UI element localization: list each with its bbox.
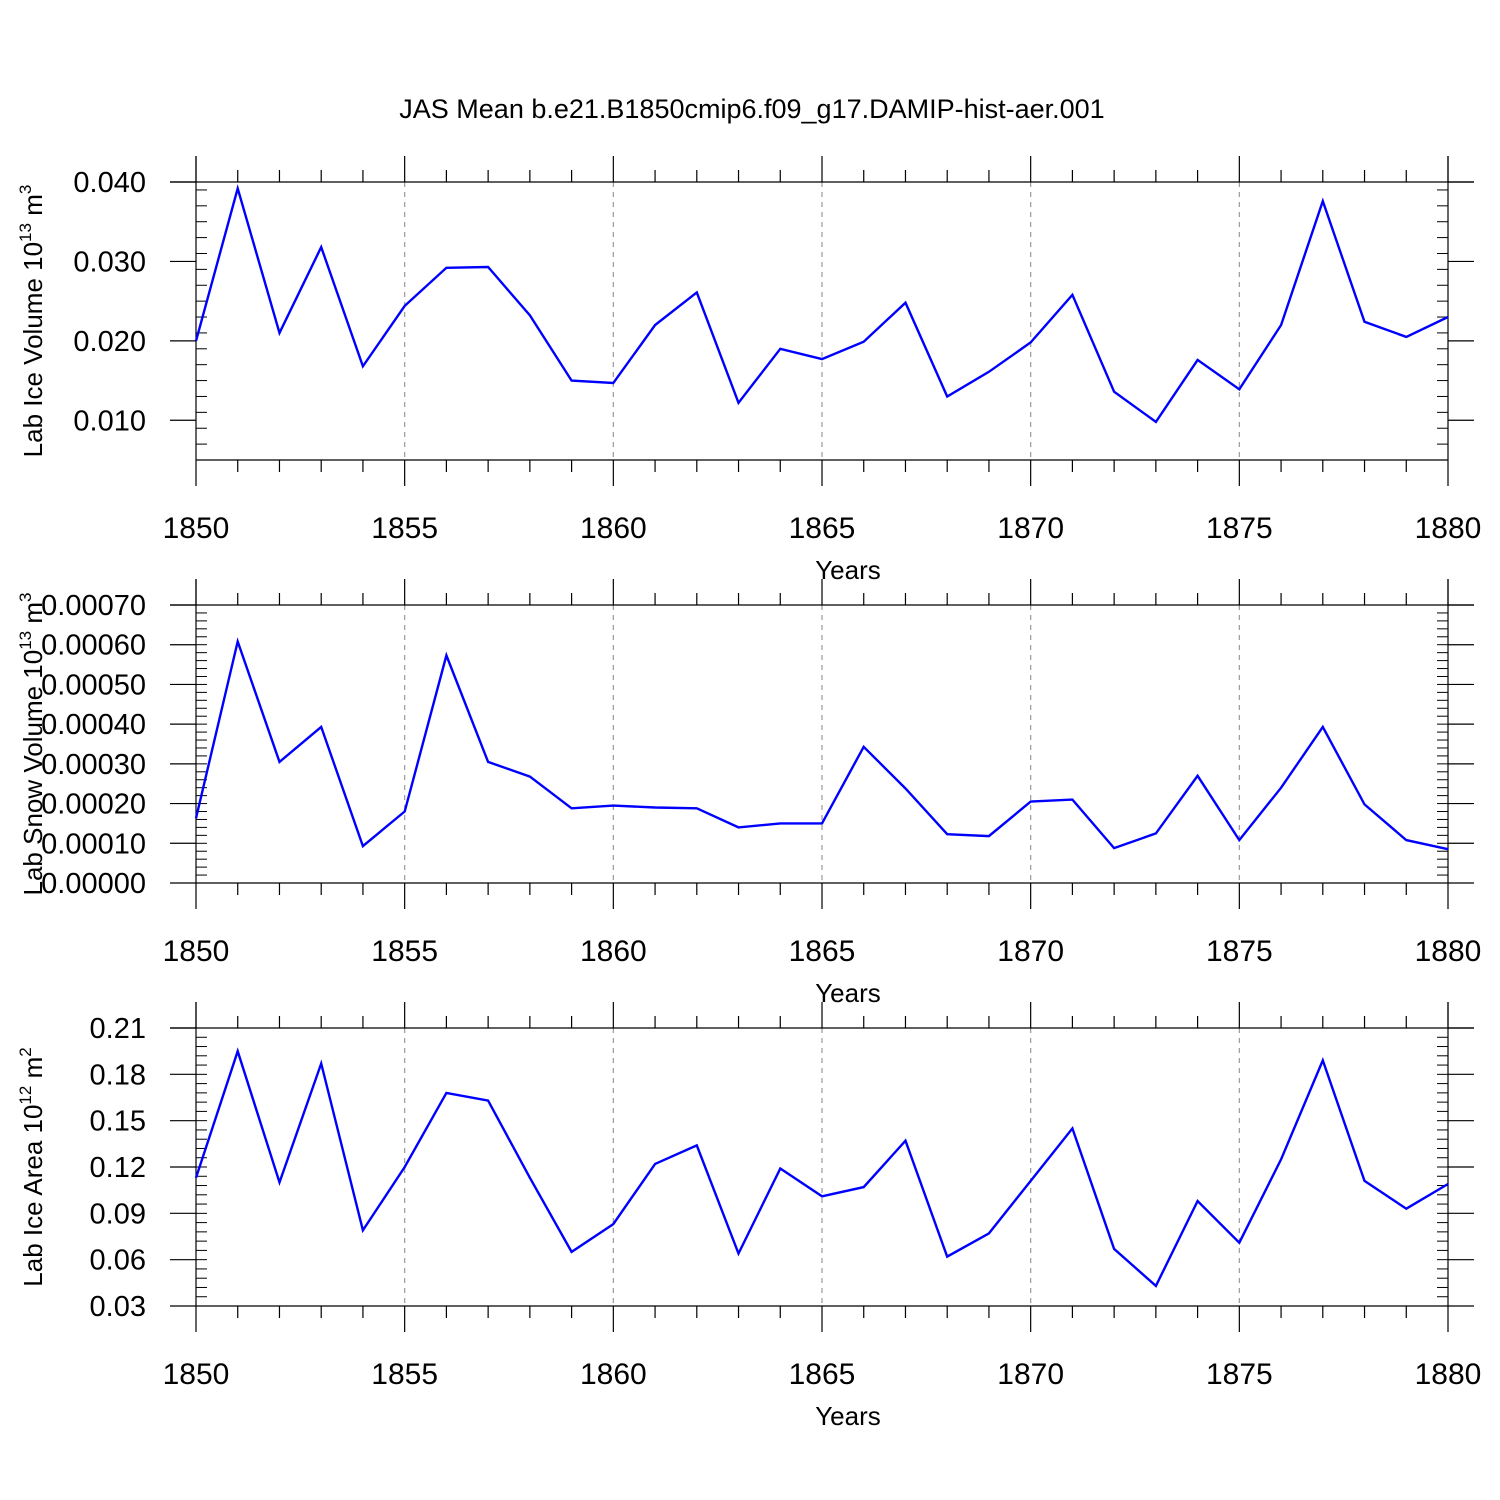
- y-tick-label-6: 0.21: [90, 1013, 146, 1045]
- series-line-0: [194, 183, 1449, 424]
- y-tick-label-0: 0.00000: [41, 868, 146, 900]
- x-tick-label-1875: 1875: [1206, 1358, 1273, 1391]
- y-tick-label-7: 0.00070: [41, 590, 146, 622]
- y-axis-label-exponent: 13: [16, 223, 35, 242]
- y-tick-label-3: 0.00030: [41, 749, 146, 781]
- x-tick-label-1865: 1865: [789, 935, 856, 968]
- x-tick-label-1850: 1850: [163, 935, 230, 968]
- y-tick-label-2: 0.09: [90, 1198, 146, 1230]
- y-axis-label-main: Lab Ice Area 10: [18, 1105, 48, 1287]
- x-tick-label-1860: 1860: [580, 512, 647, 545]
- y-axis-label-unit: m: [18, 194, 48, 223]
- y-tick-label-3: 0.040: [73, 167, 146, 199]
- figure-title: JAS Mean b.e21.B1850cmip6.f09_g17.DAMIP-…: [399, 94, 1104, 124]
- x-tick-label-1850: 1850: [163, 512, 230, 545]
- y-tick-label-5: 0.00050: [41, 669, 146, 701]
- y-axis-label: Lab Ice Area 1012 m2: [16, 1047, 48, 1286]
- y-axis-label-exponent: 12: [16, 1086, 35, 1105]
- y-axis-label-exponent: 13: [16, 631, 35, 650]
- y-tick-label-4: 0.15: [90, 1106, 146, 1138]
- x-tick-label-1875: 1875: [1206, 935, 1273, 968]
- y-tick-label-2: 0.00020: [41, 789, 146, 821]
- panel-snow-volume: 0.00000 0.00010 0.00020 0.00030 0.00040 0.000…: [16, 579, 1481, 1008]
- y-axis-label-main: Lab Ice Volume 10: [18, 242, 48, 457]
- series-line-0: [194, 637, 1449, 851]
- y-axis-label: Lab Snow Volume 1013 m3: [16, 592, 48, 895]
- y-tick-label-0: 0.03: [90, 1291, 146, 1323]
- x-tick-label-1880: 1880: [1415, 1358, 1482, 1391]
- x-tick-label-1855: 1855: [371, 512, 438, 545]
- y-axis-label: Lab Ice Volume 1013 m3: [16, 185, 48, 458]
- x-tick-label-1865: 1865: [789, 1358, 856, 1391]
- x-tick-label-1855: 1855: [371, 935, 438, 968]
- y-axis-label-unit-exponent: 3: [16, 185, 35, 194]
- x-tick-label-1855: 1855: [371, 1358, 438, 1391]
- y-tick-label-5: 0.18: [90, 1059, 146, 1091]
- x-tick-label-1880: 1880: [1415, 935, 1482, 968]
- x-tick-label-1865: 1865: [789, 512, 856, 545]
- y-tick-label-1: 0.06: [90, 1245, 146, 1277]
- y-axis-label-unit-exponent: 2: [16, 1047, 35, 1056]
- x-tick-label-1850: 1850: [163, 1358, 230, 1391]
- x-tick-label-1860: 1860: [580, 1358, 647, 1391]
- y-tick-label-6: 0.00060: [41, 630, 146, 662]
- x-tick-label-1870: 1870: [997, 1358, 1064, 1391]
- series-line-0: [194, 1047, 1449, 1288]
- panel-ice-volume: 0.010 0.020 0.030 0.040 1850 1855 1860 1865 1870…: [16, 156, 1481, 585]
- x-tick-label-1880: 1880: [1415, 512, 1482, 545]
- y-axis-label-unit-exponent: 3: [16, 592, 35, 601]
- x-tick-label-1870: 1870: [997, 935, 1064, 968]
- x-axis-label: Years: [815, 978, 881, 1008]
- x-tick-label-1870: 1870: [997, 512, 1064, 545]
- y-tick-label-4: 0.00040: [41, 709, 146, 741]
- y-tick-label-3: 0.12: [90, 1152, 146, 1184]
- y-tick-label-1: 0.020: [73, 326, 146, 358]
- y-tick-label-2: 0.030: [73, 246, 146, 278]
- y-tick-label-1: 0.00010: [41, 828, 146, 860]
- x-tick-label-1875: 1875: [1206, 512, 1273, 545]
- panel-ice-area: 0.03 0.06 0.09 0.12 0.15 0.18 0.21 1850 1855 1860…: [16, 1002, 1481, 1431]
- x-axis-label: Years: [815, 1401, 881, 1431]
- y-axis-label-unit: m: [18, 602, 48, 631]
- x-axis-label: Years: [815, 555, 881, 585]
- y-tick-label-0: 0.010: [73, 405, 146, 437]
- y-axis-label-main: Lab Snow Volume 10: [18, 650, 48, 896]
- x-tick-label-1860: 1860: [580, 935, 647, 968]
- y-axis-label-unit: m: [18, 1057, 48, 1086]
